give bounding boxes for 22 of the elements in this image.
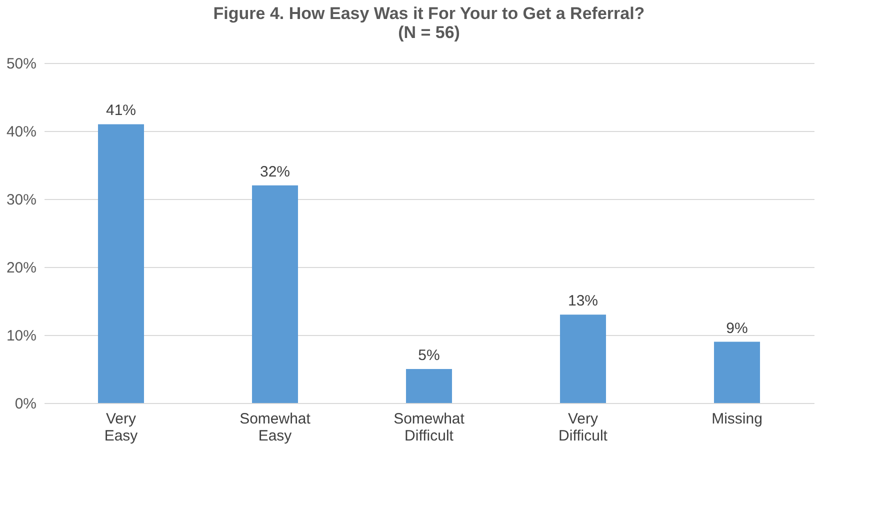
y-tick-label: 0% xyxy=(14,396,36,412)
data-label: 9% xyxy=(726,320,748,337)
y-tick-label: 50% xyxy=(6,56,36,72)
y-tick-label: 30% xyxy=(6,192,36,208)
x-tick-label: Somewhat Difficult xyxy=(394,410,466,444)
y-tick-label: 40% xyxy=(6,124,36,140)
bar xyxy=(714,342,760,403)
data-label: 5% xyxy=(418,347,440,364)
data-label: 13% xyxy=(568,292,598,310)
x-tick-label: Very Difficult xyxy=(558,410,608,444)
data-label: 41% xyxy=(106,102,136,120)
y-tick-label: 20% xyxy=(6,260,36,276)
chart-title: Figure 4. How Easy Was it For Your to Get a Referral? (N = 56) xyxy=(213,4,645,42)
bar xyxy=(98,124,144,403)
data-label: 32% xyxy=(260,163,290,180)
x-tick-label: Missing xyxy=(712,410,762,428)
bar xyxy=(252,185,298,403)
bar xyxy=(406,369,452,403)
x-tick-label: Somewhat Easy xyxy=(240,410,312,444)
x-tick-label: Very Easy xyxy=(104,410,138,444)
y-tick-label: 10% xyxy=(6,328,36,344)
bar xyxy=(560,314,606,403)
